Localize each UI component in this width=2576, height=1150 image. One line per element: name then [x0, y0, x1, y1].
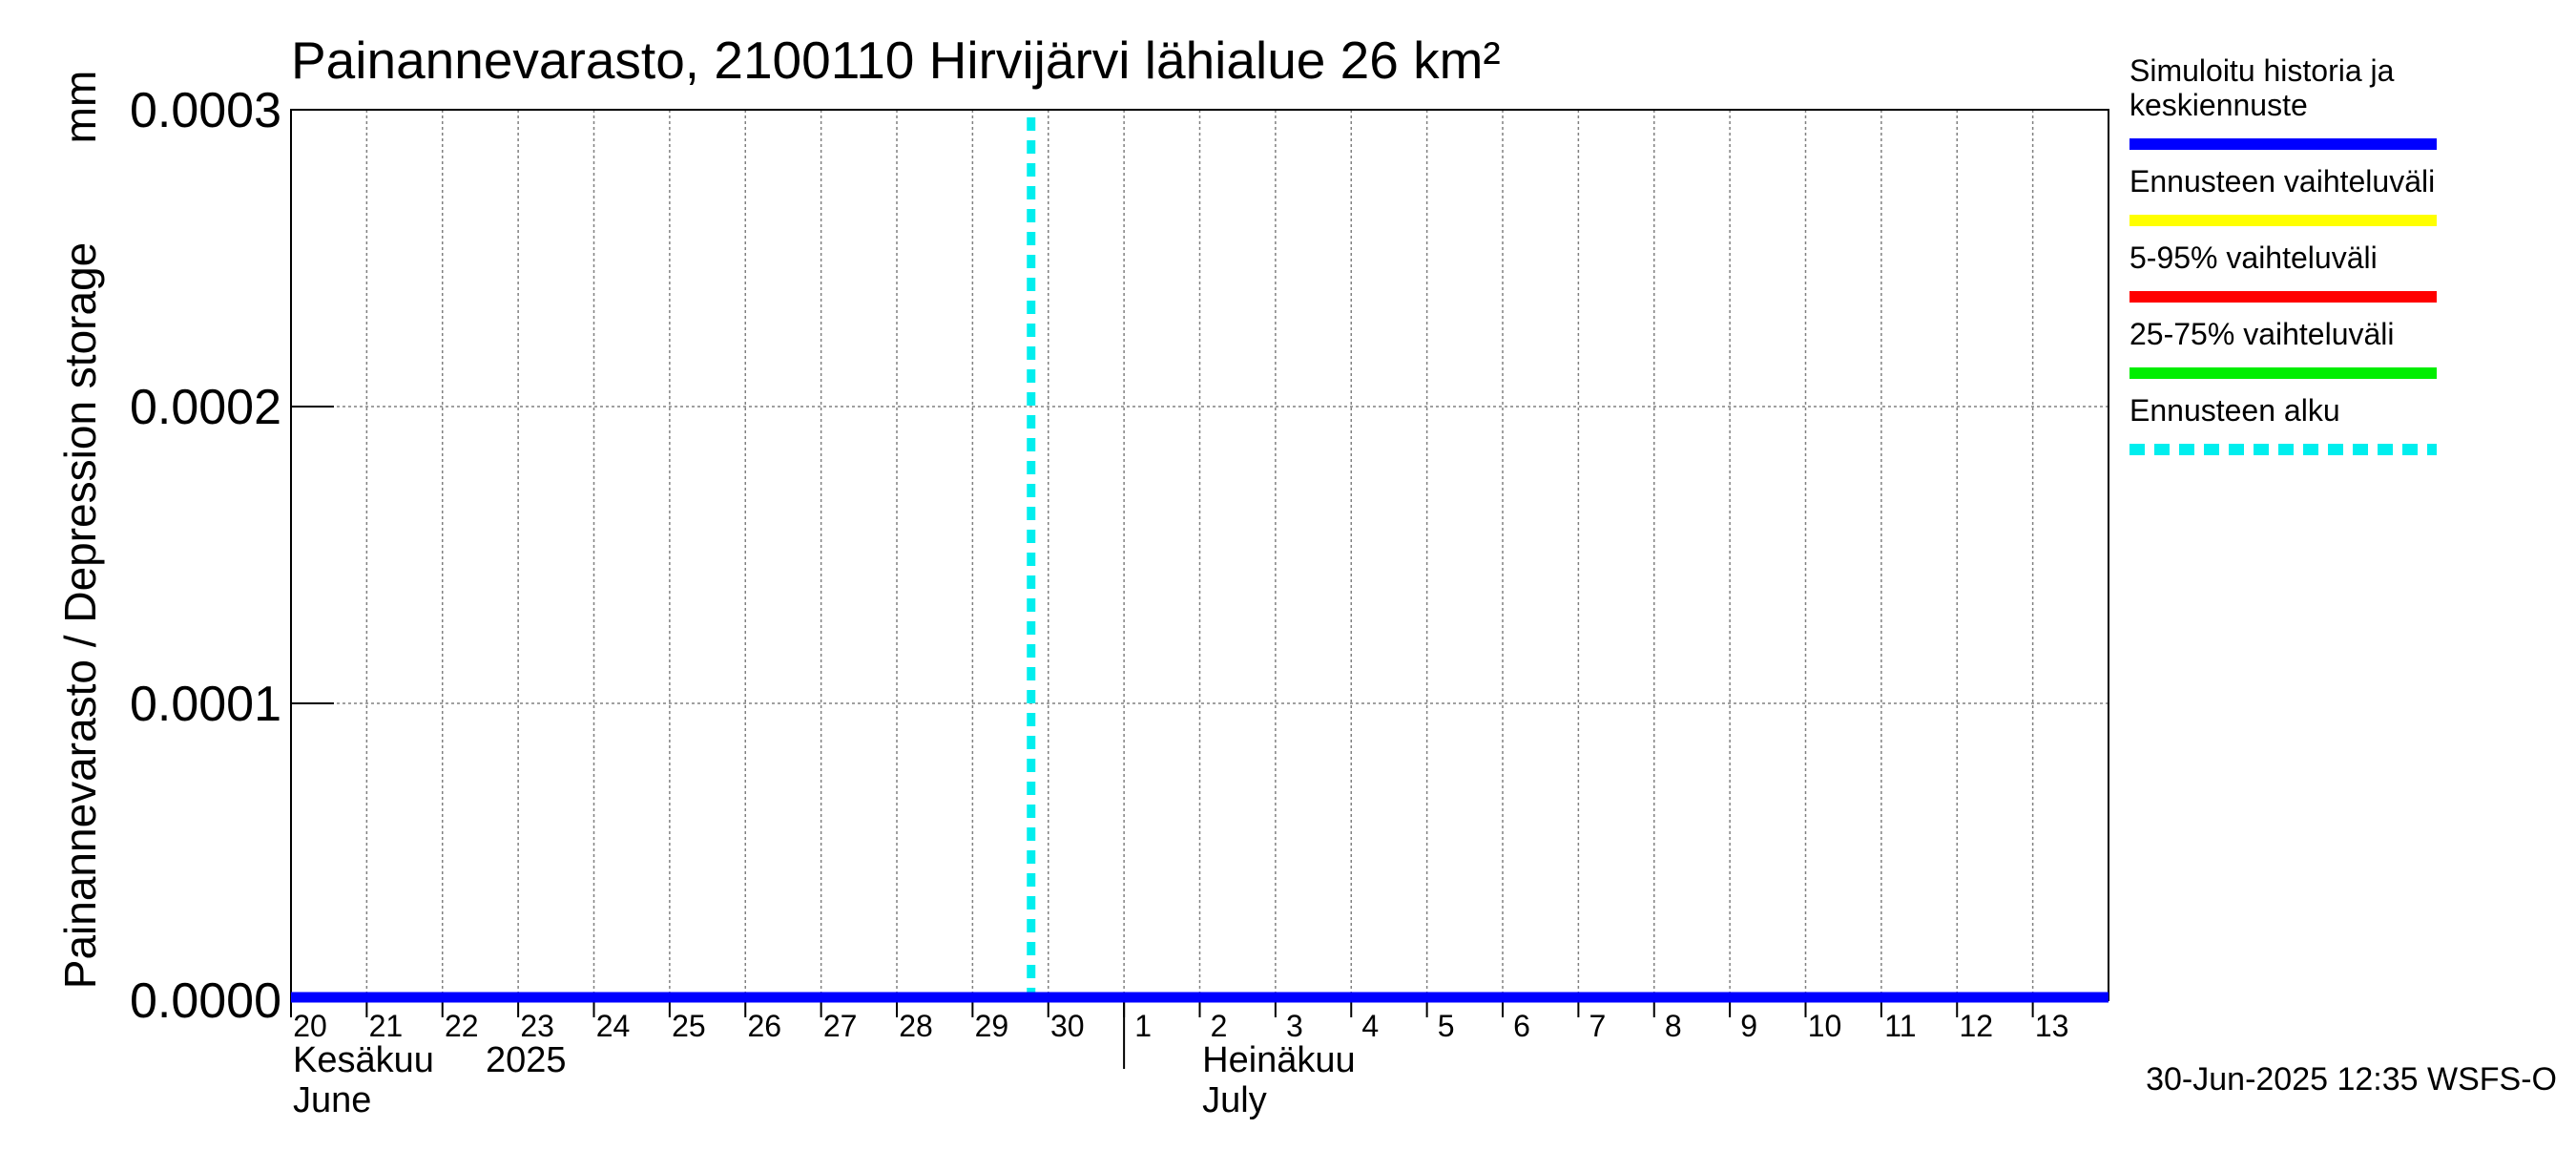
x-tick-label: 23 — [520, 1009, 554, 1043]
x-tick-label: 13 — [2035, 1009, 2069, 1043]
x-tick-label: 9 — [1740, 1009, 1757, 1043]
x-tick-label: 30 — [1050, 1009, 1085, 1043]
x-tick-label: 2 — [1211, 1009, 1228, 1043]
x-tick-label: 21 — [369, 1009, 404, 1043]
grid-layer — [290, 109, 2109, 1001]
x-tick-label: 10 — [1808, 1009, 1842, 1043]
y-tick-label: 0.0000 — [130, 973, 281, 1029]
month-label-en: July — [1202, 1080, 1267, 1120]
x-tick-label: 24 — [596, 1009, 631, 1043]
x-tick-label: 1 — [1134, 1009, 1152, 1043]
x-tick-label: 3 — [1286, 1009, 1303, 1043]
x-tick-label: 8 — [1665, 1009, 1682, 1043]
y-axis-label: Painannevarasto / Depression storage — [55, 242, 105, 989]
x-tick-label: 11 — [1884, 1009, 1916, 1043]
legend-label: keskiennuste — [2129, 88, 2308, 122]
year-label: 2025 — [486, 1040, 567, 1080]
footer-timestamp: 30-Jun-2025 12:35 WSFS-O — [2146, 1061, 2557, 1098]
x-tick-label: 27 — [823, 1009, 858, 1043]
y-tick-label: 0.0002 — [130, 380, 281, 435]
legend-label: 25-75% vaihteluväli — [2129, 317, 2395, 351]
month-label-fi: Heinäkuu — [1202, 1040, 1356, 1080]
x-tick-label: 22 — [445, 1009, 479, 1043]
x-tick-label: 28 — [899, 1009, 933, 1043]
series-layer — [291, 117, 2109, 1003]
x-tick-label: 12 — [1959, 1009, 1993, 1043]
x-tick-label: 5 — [1438, 1009, 1455, 1043]
x-tick-label: 7 — [1589, 1009, 1606, 1043]
legend-label: Ennusteen alku — [2129, 393, 2340, 428]
legend-label: 5-95% vaihteluväli — [2129, 240, 2378, 275]
x-tick-label: 29 — [975, 1009, 1009, 1043]
y-tick-label: 0.0001 — [130, 677, 281, 732]
month-label-en: June — [293, 1080, 371, 1120]
x-tick-label: 6 — [1513, 1009, 1530, 1043]
x-tick-label: 4 — [1361, 1009, 1379, 1043]
y-tick-label: 0.0003 — [130, 83, 281, 138]
x-tick-label: 26 — [747, 1009, 781, 1043]
y-axis-unit: mm — [55, 71, 105, 144]
x-tick-label: 25 — [672, 1009, 706, 1043]
legend-label: Simuloitu historia ja — [2129, 53, 2395, 88]
month-label-fi: Kesäkuu — [293, 1040, 434, 1080]
x-tick-label: 20 — [293, 1009, 327, 1043]
legend-label: Ennusteen vaihteluväli — [2129, 164, 2435, 199]
chart-title: Painannevarasto, 2100110 Hirvijärvi lähi… — [291, 31, 1501, 90]
